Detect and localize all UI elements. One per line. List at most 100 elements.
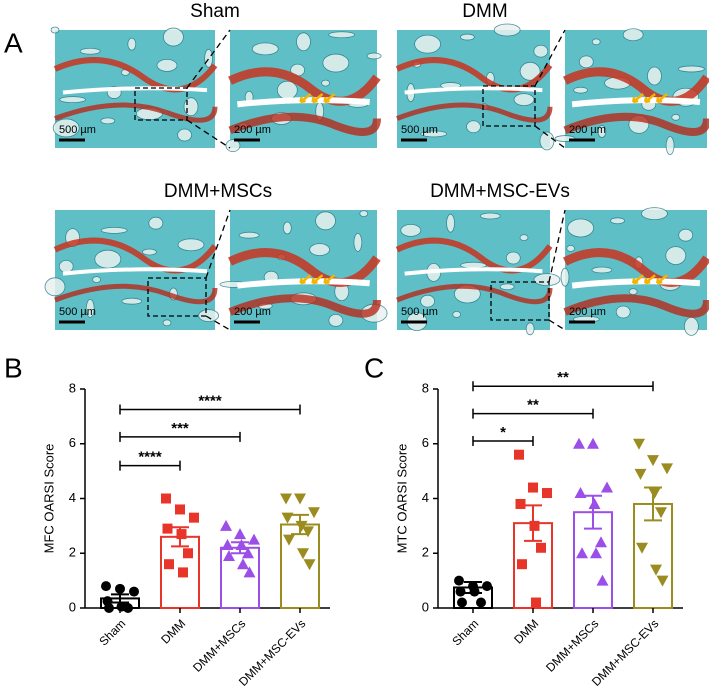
y-axis-label: MFC OARSI Score [41, 444, 56, 554]
cartilage [563, 294, 709, 318]
tissue-pore [282, 221, 292, 235]
data-point [636, 542, 648, 554]
tissue-pore [452, 310, 462, 318]
cartilage [228, 67, 381, 106]
tissue-pore [539, 131, 555, 151]
tissue-pore [446, 213, 455, 233]
scale-bar-label: 200 µm [234, 124, 271, 136]
data-point [517, 559, 527, 570]
tissue-pore [519, 61, 541, 81]
tissue-pore [505, 251, 521, 265]
tissue-pore [665, 246, 687, 266]
joint-space [62, 267, 208, 276]
significance-label: ** [557, 369, 569, 386]
tissue-pore [560, 267, 570, 287]
data-point [162, 523, 173, 534]
data-point [576, 547, 588, 559]
data-point [234, 528, 246, 540]
arrow [311, 93, 324, 104]
data-point [221, 539, 234, 551]
tissue-pore [622, 28, 644, 42]
tissue-pore [148, 216, 164, 230]
tissue-pore [183, 97, 199, 117]
tissue-pore [683, 316, 699, 336]
data-point [656, 575, 669, 587]
tissue-pore [591, 38, 601, 46]
data-point [283, 534, 295, 546]
data-point [303, 559, 316, 571]
tissue-pore [59, 96, 86, 104]
data-point [104, 603, 114, 613]
data-point [650, 564, 662, 576]
data-point [183, 548, 193, 559]
x-tick-label: Sham [96, 616, 128, 648]
image-title: DMM [462, 1, 507, 22]
arrow [323, 93, 336, 104]
zoom-box [490, 281, 550, 321]
y-tick-label: 0 [422, 599, 429, 614]
data-point [469, 586, 480, 597]
tissue-pore [665, 136, 675, 156]
tissue-pore [420, 294, 436, 308]
arrow [311, 274, 324, 285]
tissue-pore [573, 86, 589, 94]
data-point [101, 581, 111, 592]
x-tick-label: Sham [449, 616, 481, 648]
cartilage [396, 283, 553, 305]
tissue-pore [677, 65, 705, 73]
data-point [574, 487, 587, 499]
tissue-pore [647, 66, 662, 86]
zoom-line [534, 29, 566, 87]
scale-bar-label: 500 µm [59, 306, 96, 318]
tissue-pore [92, 276, 101, 284]
joint-space [404, 267, 543, 276]
cartilage [395, 57, 553, 93]
scale-bar-label: 500 µm [59, 124, 96, 136]
tissue-pore [100, 226, 128, 234]
tissue-pore [533, 273, 561, 287]
scale-bar-label: 500 µm [401, 124, 438, 136]
data-point [587, 437, 599, 449]
tissue-pore [567, 218, 595, 238]
zoom-box [482, 85, 536, 127]
data-point [161, 493, 171, 504]
tissue-pore [322, 53, 350, 73]
data-point [596, 574, 609, 586]
tissue-pore [566, 244, 576, 252]
tissue-pore [225, 139, 241, 153]
tissue-pore [641, 207, 668, 221]
tissue-pore [52, 118, 80, 138]
tissue-pore [204, 48, 214, 68]
data-point [655, 507, 667, 519]
tissue-pore [121, 297, 143, 305]
data-point [542, 488, 552, 499]
tissue-pore [353, 232, 363, 252]
tissue-pore [44, 277, 66, 297]
tissue-pore [58, 259, 74, 273]
cartilage [54, 283, 218, 305]
tissue-pore [50, 26, 60, 34]
data-point [235, 539, 248, 551]
tissue-pore [100, 117, 116, 125]
tissue-pore [499, 283, 515, 291]
data-point [297, 548, 309, 560]
tissue-pore [615, 305, 631, 319]
tissue-pore [296, 32, 311, 52]
y-axis-label: MTC OARSI Score [394, 444, 409, 554]
y-tick-label: 2 [422, 545, 429, 560]
cartilage [563, 112, 709, 136]
tissue-pore [85, 298, 95, 318]
tissue-pore [420, 130, 448, 138]
zoom-line [205, 209, 231, 279]
arrow [631, 274, 644, 285]
tissue-pore [597, 125, 607, 138]
image-title: Sham [190, 1, 240, 22]
data-point [531, 597, 541, 608]
y-tick-label: 4 [69, 490, 76, 505]
data-point [648, 488, 661, 500]
data-point [588, 497, 601, 509]
data-point [536, 542, 546, 553]
scale-bar-label: 200 µm [234, 306, 271, 318]
arrow [299, 274, 312, 285]
cartilage [228, 294, 381, 318]
